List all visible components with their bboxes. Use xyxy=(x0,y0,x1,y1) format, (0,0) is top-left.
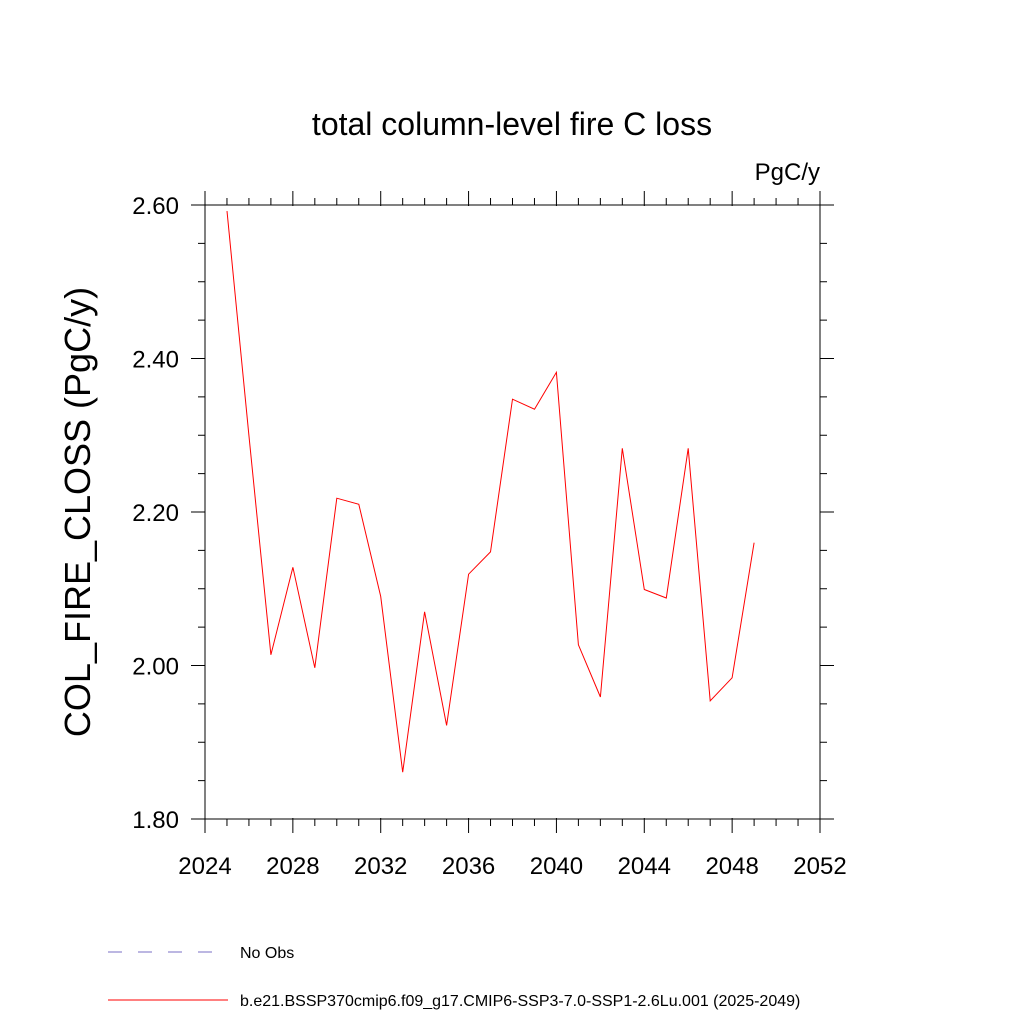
y-tick-label: 2.20 xyxy=(132,500,179,527)
legend-label: No Obs xyxy=(240,945,294,962)
y-tick-label: 2.40 xyxy=(132,347,179,374)
x-tick-label: 2024 xyxy=(178,853,231,880)
x-tick-label: 2028 xyxy=(266,853,319,880)
units-label: PgC/y xyxy=(755,159,820,186)
x-tick-label: 2052 xyxy=(793,853,846,880)
x-tick-label: 2044 xyxy=(618,853,671,880)
y-tick-label: 1.80 xyxy=(132,807,179,834)
series-line xyxy=(226,211,755,773)
x-tick-label: 2040 xyxy=(530,853,583,880)
y-axis-label: COL_FIRE_CLOSS (PgC/y) xyxy=(57,287,98,737)
chart-title: total column-level fire C loss xyxy=(312,106,712,142)
legend: No Obs b.e21.BSSP370cmip6.f09_g17.CMIP6-S… xyxy=(108,945,800,1010)
plot-frame xyxy=(204,204,821,820)
x-tick-label: 2048 xyxy=(705,853,758,880)
y-tick-label: 2.60 xyxy=(132,193,179,220)
series-lines xyxy=(226,211,755,773)
x-tick-label: 2032 xyxy=(354,853,407,880)
legend-label: b.e21.BSSP370cmip6.f09_g17.CMIP6-SSP3-7.… xyxy=(240,993,800,1010)
ticks: 2024 2028 2032 2036 2040 2044 2048 2052 1.80 2.00… xyxy=(132,191,847,880)
y-tick-label: 2.00 xyxy=(132,654,179,681)
x-tick-label: 2036 xyxy=(442,853,495,880)
